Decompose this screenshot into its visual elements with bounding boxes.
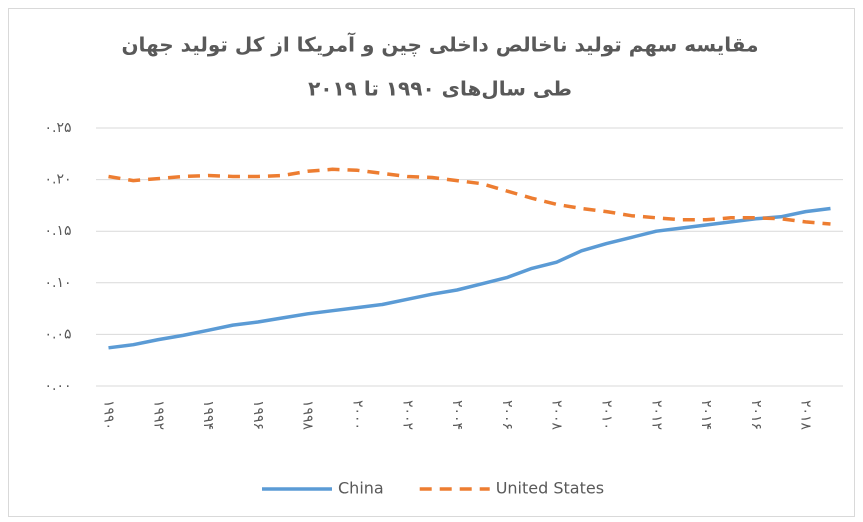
- y-tick-label: ۰.۰۰: [44, 378, 71, 394]
- x-tick-label: ۲۰۱۶: [748, 400, 764, 430]
- x-tick-label: ۲۰۱۲: [648, 400, 664, 430]
- y-tick-label: ۰.۲۵: [44, 120, 71, 136]
- x-tick-label: ۲۰۰۲: [399, 400, 415, 430]
- x-tick-label: ۲۰۱۰: [598, 400, 614, 430]
- x-tick-label: ۱۹۹۸: [300, 400, 316, 431]
- x-tick-label: ۲۰۱۸: [798, 400, 814, 431]
- y-tick-label: ۰.۱۵: [44, 223, 71, 239]
- y-tick-label: ۰.۲۰: [44, 172, 71, 188]
- series-line: [108, 167, 831, 226]
- x-tick-label: ۲۰۰۴: [449, 400, 465, 430]
- series-line: [108, 206, 831, 350]
- legend-label: United States: [496, 479, 604, 498]
- chart-title: مقایسه سهم تولید ناخالص داخلی چین و آمری…: [121, 32, 758, 58]
- chart-title: طی سال‌های ۱۹۹۰ تا ۲۰۱۹: [308, 77, 572, 101]
- x-tick-label: ۱۹۹۴: [200, 400, 216, 430]
- x-tick-label: ۲۰۰۰: [349, 400, 365, 430]
- x-tick-label: ۲۰۱۴: [698, 400, 714, 430]
- x-tick-label: ۱۹۹۲: [150, 400, 166, 430]
- chart-frame: [8, 8, 855, 517]
- legend-label: China: [338, 479, 384, 498]
- x-tick-label: ۱۹۹۶: [250, 400, 266, 430]
- x-tick-label: ۲۰۰۶: [499, 400, 515, 430]
- x-tick-label: ۱۹۹۰: [100, 400, 116, 430]
- y-tick-label: ۰.۰۵: [44, 326, 71, 342]
- x-tick-label: ۲۰۰۸: [549, 400, 565, 431]
- y-tick-label: ۰.۱۰: [44, 275, 71, 291]
